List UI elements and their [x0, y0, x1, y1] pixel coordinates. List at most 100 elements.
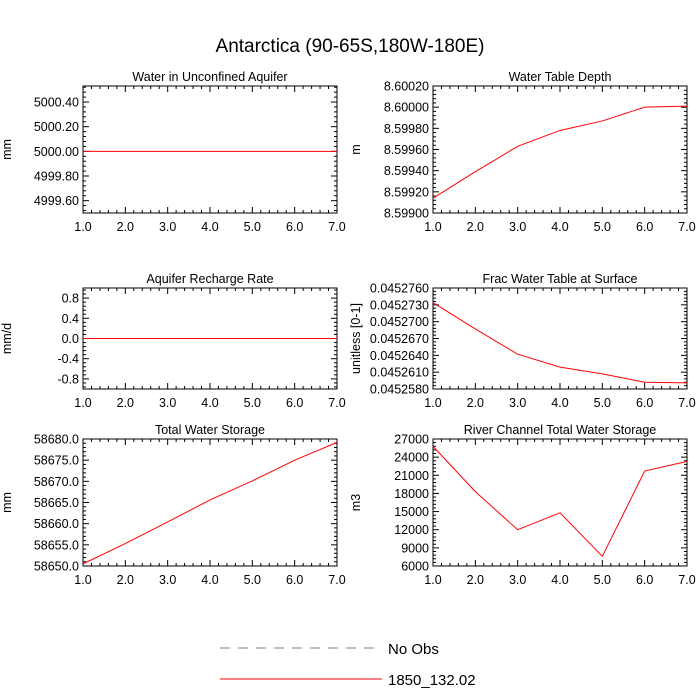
y-tick-label: -0.4 — [57, 352, 79, 366]
y-tick-label: 21000 — [394, 469, 429, 483]
y-tick-label: 0.0452670 — [370, 332, 429, 346]
x-tick-label: 6.0 — [286, 573, 303, 587]
y-tick-label: 58660.0 — [34, 517, 79, 531]
y-tick-label: 0.0452730 — [370, 298, 429, 312]
legend-no-obs-label: No Obs — [388, 641, 439, 658]
panel-title: Water Table Depth — [509, 70, 612, 84]
figure-title: Antarctica (90-65S,180W-180E) — [216, 36, 485, 57]
x-tick-label: 4.0 — [551, 220, 568, 234]
panel-title: Frac Water Table at Surface — [483, 272, 638, 286]
x-tick-label: 2.0 — [117, 396, 134, 410]
y-axis-label: mm/d — [0, 323, 14, 354]
y-axis-label: mm — [0, 492, 14, 513]
x-tick-label: 5.0 — [594, 396, 611, 410]
y-tick-label: 6000 — [401, 560, 429, 574]
x-tick-label: 2.0 — [117, 220, 134, 234]
y-axis-label: unitless [0-1] — [349, 303, 363, 374]
y-tick-label: 0.0452760 — [370, 282, 429, 296]
x-tick-label: 3.0 — [509, 396, 526, 410]
x-tick-label: 5.0 — [594, 573, 611, 587]
x-tick-label: 7.0 — [328, 573, 345, 587]
y-tick-label: 0.8 — [62, 292, 79, 306]
panel-5: Total Water Storage 1.0 2.0 3.0 4.0 5.0 6.0 7.0… — [0, 423, 346, 587]
y-tick-label: 8.59940 — [384, 164, 429, 178]
x-tick-label: 5.0 — [594, 220, 611, 234]
y-tick-label: 9000 — [401, 541, 429, 555]
legend-run-label: 1850_132.02 — [388, 672, 476, 689]
y-tick-label: 5000.20 — [34, 120, 79, 134]
y-tick-label: 8.59980 — [384, 122, 429, 136]
y-tick-label: 27000 — [394, 433, 429, 447]
series-line — [432, 445, 688, 558]
y-tick-label: 0.4 — [62, 312, 79, 326]
y-tick-label: 58680.0 — [34, 433, 79, 447]
panel-4: Frac Water Table at Surface 1.0 2.0 3.0 4.0 5… — [349, 272, 696, 410]
x-tick-label: 5.0 — [244, 396, 261, 410]
y-tick-label: 0.0452580 — [370, 383, 429, 397]
y-tick-label: 15000 — [394, 505, 429, 519]
y-tick-label: 58675.0 — [34, 454, 79, 468]
y-tick-label: 8.60000 — [384, 101, 429, 115]
y-tick-label: 4999.60 — [34, 194, 79, 208]
x-tick-label: 2.0 — [467, 573, 484, 587]
x-tick-label: 3.0 — [159, 220, 176, 234]
x-tick-label: 3.0 — [159, 573, 176, 587]
x-tick-label: 3.0 — [509, 573, 526, 587]
series-line — [432, 302, 688, 384]
x-tick-label: 1.0 — [424, 220, 441, 234]
x-tick-label: 2.0 — [467, 220, 484, 234]
panel-3: Aquifer Recharge Rate 1.0 2.0 3.0 4.0 5.0 6.0 7… — [0, 272, 346, 410]
x-tick-label: 7.0 — [678, 220, 695, 234]
y-tick-label: 58665.0 — [34, 496, 79, 510]
y-axis-label: m3 — [349, 494, 363, 511]
x-tick-label: 4.0 — [551, 396, 568, 410]
x-tick-label: 1.0 — [424, 396, 441, 410]
x-tick-label: 7.0 — [678, 396, 695, 410]
y-tick-label: 5000.40 — [34, 96, 79, 110]
plot-frame — [432, 287, 688, 390]
y-tick-label: 0.0452610 — [370, 366, 429, 380]
series-line — [432, 105, 688, 199]
x-tick-label: 4.0 — [551, 573, 568, 587]
x-tick-label: 1.0 — [74, 573, 91, 587]
plot-frame — [432, 85, 688, 214]
x-tick-label: 6.0 — [636, 396, 653, 410]
y-tick-label: 58655.0 — [34, 538, 79, 552]
y-tick-label: 8.59900 — [384, 207, 429, 221]
y-tick-label: 58650.0 — [34, 560, 79, 574]
y-axis-label: m — [349, 144, 363, 154]
y-tick-label: 12000 — [394, 523, 429, 537]
plot-frame — [432, 438, 688, 567]
x-tick-label: 4.0 — [201, 573, 218, 587]
x-tick-label: 6.0 — [286, 396, 303, 410]
x-tick-label: 7.0 — [678, 573, 695, 587]
panel-6: River Channel Total Water Storage 1.0 2.0 3… — [349, 423, 696, 587]
panel-1: Water in Unconfined Aquifer 1.0 2.0 3.0 4.0 5… — [0, 70, 346, 234]
x-tick-label: 7.0 — [328, 220, 345, 234]
x-tick-label: 2.0 — [467, 396, 484, 410]
x-tick-label: 1.0 — [74, 396, 91, 410]
x-tick-label: 4.0 — [201, 220, 218, 234]
x-tick-label: 6.0 — [286, 220, 303, 234]
y-tick-label: 8.59960 — [384, 143, 429, 157]
panel-title: River Channel Total Water Storage — [464, 423, 657, 437]
x-tick-label: 1.0 — [74, 220, 91, 234]
y-tick-label: 24000 — [394, 451, 429, 465]
y-tick-label: 8.59920 — [384, 185, 429, 199]
series-line — [82, 441, 338, 565]
x-tick-label: 3.0 — [159, 396, 176, 410]
x-tick-label: 6.0 — [636, 220, 653, 234]
legend: No Obs 1850_132.02 — [220, 641, 476, 689]
x-tick-label: 2.0 — [117, 573, 134, 587]
y-tick-label: 8.60020 — [384, 80, 429, 94]
panel-title: Aquifer Recharge Rate — [146, 272, 273, 286]
y-tick-label: 0.0452640 — [370, 349, 429, 363]
x-tick-label: 3.0 — [509, 220, 526, 234]
panel-2: Water Table Depth 1.0 2.0 3.0 4.0 5.0 6.0 7.0 8.… — [349, 70, 696, 234]
panels: Water in Unconfined Aquifer 1.0 2.0 3.0 4.0 5… — [0, 70, 696, 587]
y-tick-label: 0.0 — [62, 332, 79, 346]
x-tick-label: 5.0 — [244, 220, 261, 234]
x-tick-label: 7.0 — [328, 396, 345, 410]
x-tick-label: 1.0 — [424, 573, 441, 587]
